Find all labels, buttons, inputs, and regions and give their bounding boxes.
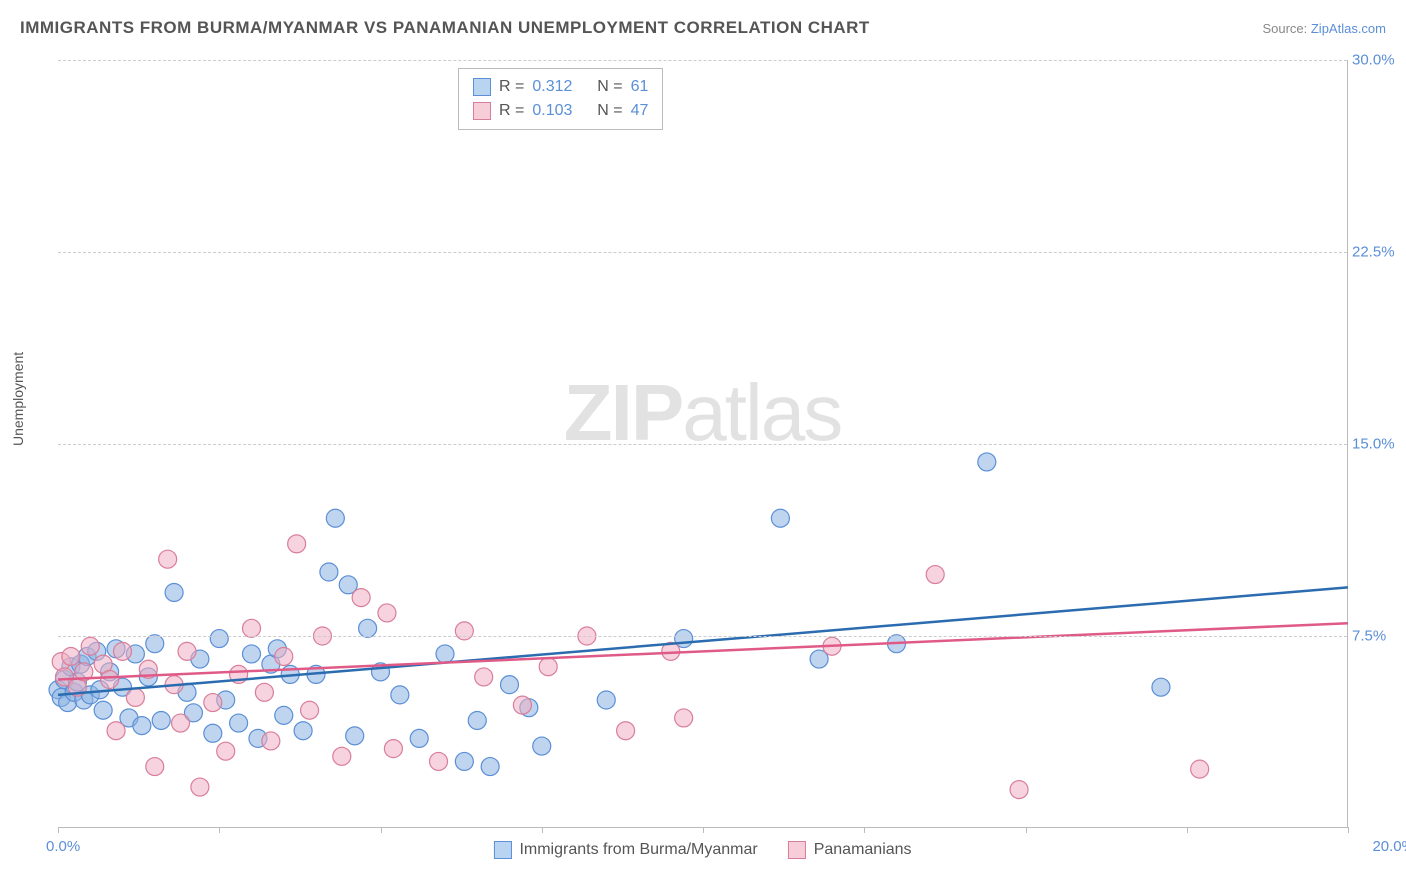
data-point [597, 691, 615, 709]
data-point [191, 778, 209, 796]
data-point [468, 711, 486, 729]
chart-title: IMMIGRANTS FROM BURMA/MYANMAR VS PANAMAN… [20, 18, 870, 38]
y-tick-label: 15.0% [1352, 436, 1406, 453]
header: IMMIGRANTS FROM BURMA/MYANMAR VS PANAMAN… [20, 18, 1386, 38]
swatch-icon [493, 841, 511, 859]
data-point [675, 709, 693, 727]
data-point [217, 742, 235, 760]
legend-label: Panamanians [814, 841, 912, 859]
source-attribution: Source: ZipAtlas.com [1262, 21, 1386, 36]
data-point [243, 619, 261, 637]
gridline [58, 444, 1347, 445]
x-tick-label-min: 0.0% [46, 838, 80, 855]
x-tick [1026, 827, 1027, 833]
data-point [533, 737, 551, 755]
data-point [346, 727, 364, 745]
x-tick [58, 827, 59, 833]
chart-container: IMMIGRANTS FROM BURMA/MYANMAR VS PANAMAN… [0, 0, 1406, 892]
data-point [243, 645, 261, 663]
data-point [1010, 781, 1028, 799]
data-point [513, 696, 531, 714]
data-point [320, 563, 338, 581]
data-point [378, 604, 396, 622]
data-point [430, 752, 448, 770]
data-point [539, 658, 557, 676]
data-point [1152, 678, 1170, 696]
data-point [255, 683, 273, 701]
x-tick [864, 827, 865, 833]
x-tick-label-max: 20.0% [1372, 838, 1406, 855]
data-point [455, 622, 473, 640]
y-tick-label: 30.0% [1352, 52, 1406, 69]
data-point [410, 729, 428, 747]
data-point [152, 711, 170, 729]
data-point [159, 550, 177, 568]
regression-line [58, 587, 1348, 695]
data-point [359, 619, 377, 637]
data-point [62, 647, 80, 665]
y-axis-label: Unemployment [10, 352, 26, 446]
data-point [133, 717, 151, 735]
data-point [165, 583, 183, 601]
gridline [58, 60, 1347, 61]
gridline [58, 252, 1347, 253]
x-tick [703, 827, 704, 833]
swatch-icon [788, 841, 806, 859]
data-point [204, 694, 222, 712]
series-legend: Immigrants from Burma/Myanmar Panamanian… [493, 841, 911, 859]
source-prefix: Source: [1262, 21, 1310, 36]
gridline [58, 636, 1347, 637]
data-point [326, 509, 344, 527]
data-point [436, 645, 454, 663]
data-point [501, 676, 519, 694]
data-point [178, 642, 196, 660]
y-tick-label: 22.5% [1352, 244, 1406, 261]
data-point [1191, 760, 1209, 778]
data-point [94, 701, 112, 719]
data-point [275, 706, 293, 724]
data-point [204, 724, 222, 742]
legend-item-series1: Immigrants from Burma/Myanmar [493, 841, 757, 859]
data-point [617, 722, 635, 740]
data-point [107, 722, 125, 740]
data-point [926, 566, 944, 584]
data-point [230, 714, 248, 732]
data-point [294, 722, 312, 740]
data-point [384, 740, 402, 758]
data-point [475, 668, 493, 686]
data-point [275, 647, 293, 665]
y-tick-label: 7.5% [1352, 628, 1406, 645]
data-point [146, 635, 164, 653]
data-point [391, 686, 409, 704]
legend-label: Immigrants from Burma/Myanmar [519, 841, 757, 859]
data-point [262, 732, 280, 750]
data-point [481, 758, 499, 776]
data-point [114, 642, 132, 660]
data-point [352, 589, 370, 607]
data-point [101, 671, 119, 689]
x-tick [219, 827, 220, 833]
data-point [81, 637, 99, 655]
x-tick [1187, 827, 1188, 833]
x-tick [542, 827, 543, 833]
legend-item-series2: Panamanians [788, 841, 912, 859]
x-tick [381, 827, 382, 833]
data-point [210, 630, 228, 648]
data-point [172, 714, 190, 732]
data-point [288, 535, 306, 553]
data-point [455, 752, 473, 770]
data-point [146, 758, 164, 776]
source-link[interactable]: ZipAtlas.com [1311, 21, 1386, 36]
x-tick [1348, 827, 1349, 833]
data-point [126, 688, 144, 706]
data-point [771, 509, 789, 527]
data-point [333, 747, 351, 765]
data-point [301, 701, 319, 719]
data-point [978, 453, 996, 471]
plot-area: ZIPatlas R = 0.312 N = 61 R = 0.103 N = … [58, 60, 1348, 828]
